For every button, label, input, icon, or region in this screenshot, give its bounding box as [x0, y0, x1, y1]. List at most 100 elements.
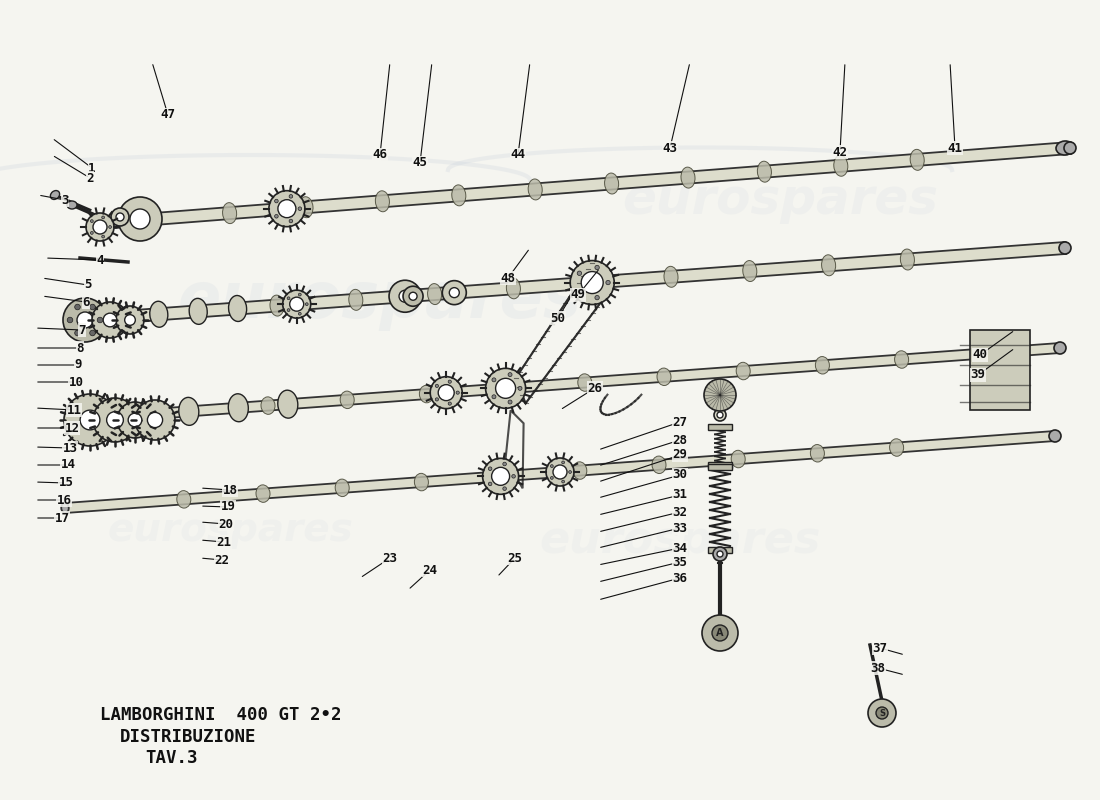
Circle shape — [546, 458, 574, 486]
Ellipse shape — [51, 190, 59, 199]
Ellipse shape — [191, 301, 206, 322]
Text: 47: 47 — [161, 109, 176, 122]
Ellipse shape — [222, 202, 236, 224]
Bar — [708, 547, 732, 553]
Ellipse shape — [528, 179, 542, 200]
Ellipse shape — [229, 394, 249, 422]
Circle shape — [488, 467, 492, 470]
Ellipse shape — [811, 445, 824, 462]
Text: 38: 38 — [870, 662, 886, 674]
Ellipse shape — [1052, 431, 1059, 441]
Ellipse shape — [664, 266, 678, 287]
Circle shape — [67, 317, 73, 322]
Circle shape — [578, 290, 582, 294]
Circle shape — [430, 377, 462, 409]
Ellipse shape — [1056, 343, 1064, 353]
Ellipse shape — [299, 197, 314, 218]
Circle shape — [298, 293, 301, 296]
Circle shape — [75, 330, 80, 336]
Text: 37: 37 — [872, 642, 888, 654]
Circle shape — [111, 208, 129, 226]
Ellipse shape — [1066, 142, 1075, 154]
Circle shape — [403, 286, 424, 306]
Text: 35: 35 — [672, 555, 688, 569]
Ellipse shape — [815, 357, 829, 374]
Ellipse shape — [742, 261, 757, 282]
Text: 31: 31 — [672, 489, 688, 502]
Circle shape — [704, 379, 736, 411]
Ellipse shape — [578, 374, 592, 391]
Circle shape — [483, 458, 518, 494]
Text: 10: 10 — [68, 375, 84, 389]
Ellipse shape — [270, 295, 284, 316]
Circle shape — [116, 213, 124, 221]
Text: 29: 29 — [672, 449, 688, 462]
Circle shape — [283, 290, 310, 318]
Text: 13: 13 — [63, 442, 77, 454]
Bar — [970, 330, 1030, 410]
Circle shape — [101, 216, 104, 219]
Circle shape — [94, 220, 107, 234]
Circle shape — [503, 487, 506, 490]
Bar — [708, 464, 732, 470]
Text: 4: 4 — [97, 254, 103, 266]
Ellipse shape — [1060, 242, 1069, 254]
Text: 14: 14 — [60, 458, 76, 471]
Ellipse shape — [506, 278, 520, 299]
Circle shape — [64, 394, 116, 446]
Text: 5: 5 — [85, 278, 91, 291]
Ellipse shape — [732, 450, 745, 468]
Circle shape — [512, 474, 516, 478]
Ellipse shape — [452, 185, 465, 206]
Ellipse shape — [1059, 242, 1071, 254]
Ellipse shape — [415, 474, 428, 491]
Circle shape — [868, 699, 896, 727]
Text: S: S — [879, 709, 886, 718]
Text: 17: 17 — [55, 511, 69, 525]
Circle shape — [717, 551, 723, 557]
Text: 25: 25 — [507, 551, 522, 565]
Circle shape — [101, 235, 104, 238]
Text: 2: 2 — [86, 171, 94, 185]
Circle shape — [488, 482, 492, 486]
Circle shape — [268, 190, 305, 226]
Ellipse shape — [349, 290, 363, 310]
Text: 42: 42 — [833, 146, 847, 158]
Circle shape — [75, 304, 80, 310]
Ellipse shape — [62, 503, 69, 513]
Circle shape — [80, 410, 100, 430]
Text: 16: 16 — [56, 494, 72, 506]
Circle shape — [448, 380, 451, 383]
Text: 40: 40 — [972, 349, 988, 362]
Circle shape — [876, 707, 888, 719]
Circle shape — [569, 470, 572, 474]
Circle shape — [456, 391, 460, 394]
Circle shape — [275, 199, 278, 203]
Ellipse shape — [428, 283, 441, 305]
Circle shape — [86, 213, 114, 241]
Ellipse shape — [652, 456, 666, 474]
Text: 28: 28 — [672, 434, 688, 446]
Circle shape — [508, 373, 512, 377]
Text: 41: 41 — [947, 142, 962, 154]
Ellipse shape — [261, 397, 275, 414]
Circle shape — [109, 226, 111, 229]
Text: 19: 19 — [220, 501, 235, 514]
Circle shape — [442, 281, 466, 305]
Circle shape — [130, 209, 150, 229]
Text: 21: 21 — [217, 535, 231, 549]
Ellipse shape — [494, 467, 507, 485]
Ellipse shape — [1056, 141, 1074, 155]
Ellipse shape — [585, 272, 600, 293]
Text: 20: 20 — [219, 518, 233, 530]
Circle shape — [562, 461, 564, 464]
Circle shape — [90, 304, 96, 310]
Circle shape — [492, 394, 496, 398]
Circle shape — [116, 306, 144, 334]
Circle shape — [714, 409, 726, 421]
Text: 9: 9 — [75, 358, 81, 371]
Circle shape — [492, 467, 509, 486]
Text: eurospares: eurospares — [539, 518, 821, 562]
Text: 33: 33 — [672, 522, 688, 534]
Ellipse shape — [681, 167, 695, 188]
